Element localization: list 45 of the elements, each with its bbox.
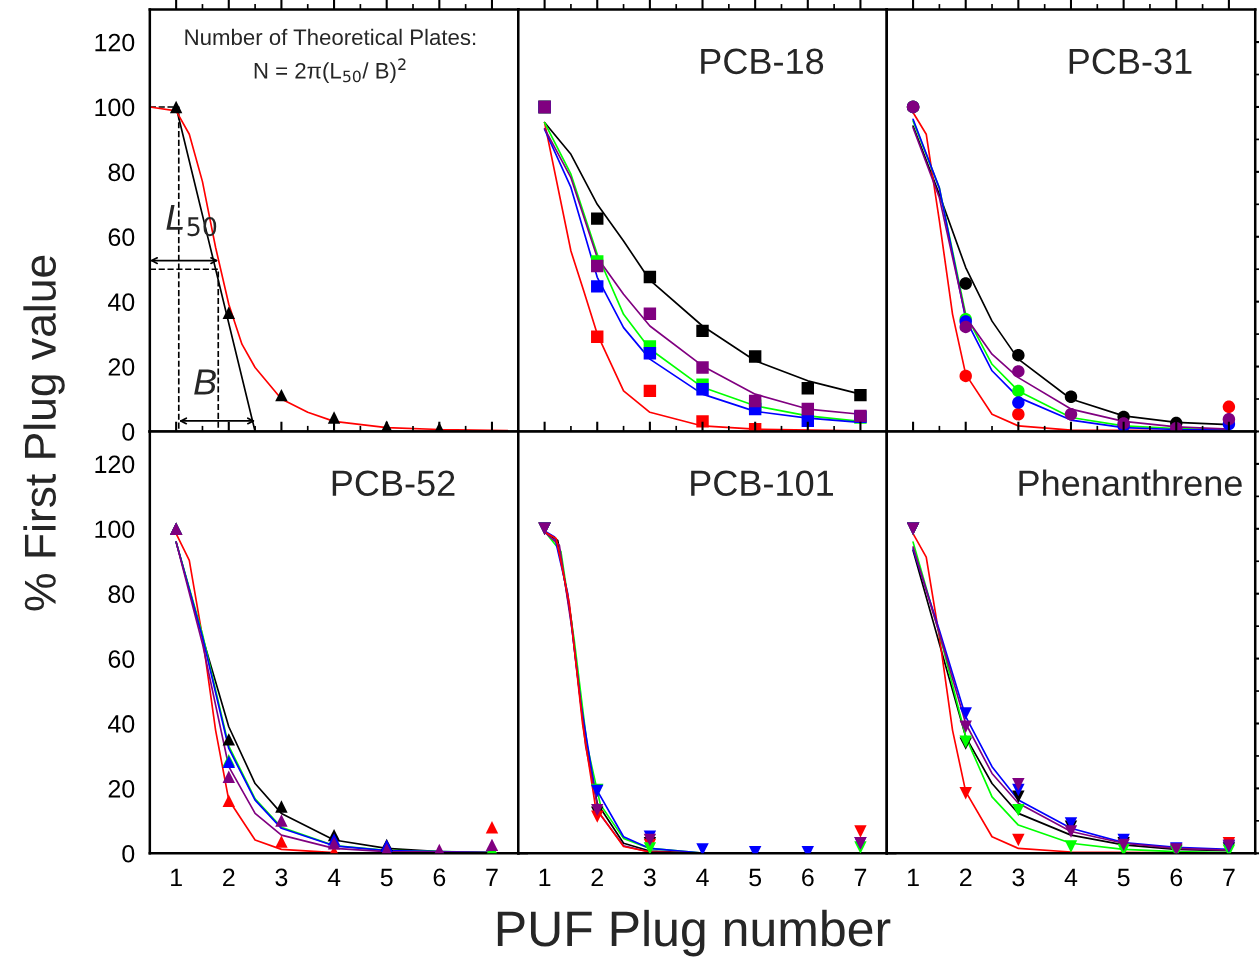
x-tick-label: 1 bbox=[539, 868, 551, 886]
text: PCB-31 bbox=[1069, 48, 1192, 75]
y-tick-label: 40 bbox=[108, 293, 135, 311]
y-tick-label: 0 bbox=[122, 844, 135, 863]
x-tick-label: 3 bbox=[643, 868, 656, 887]
y-tick-label: 20 bbox=[108, 358, 135, 376]
x-tick-label: 5 bbox=[1117, 868, 1130, 887]
x-tick-label: 3 bbox=[275, 868, 288, 887]
x-tick-label: 5 bbox=[749, 868, 762, 887]
x-tick-label: 4 bbox=[696, 868, 709, 886]
x-tick-label: 4 bbox=[1064, 868, 1078, 886]
x-tick-label: 6 bbox=[802, 868, 814, 887]
text: PCB-52 bbox=[332, 470, 455, 496]
annotation: B bbox=[194, 369, 216, 395]
y-tick-label: 20 bbox=[108, 780, 135, 798]
x-tick-label: 6 bbox=[433, 868, 446, 887]
annotation: Number of Theoretical Plates: bbox=[185, 28, 476, 46]
x-tick-label: 2 bbox=[591, 868, 603, 886]
y-tick-label: 40 bbox=[108, 715, 135, 733]
x-tick-label: 7 bbox=[1223, 868, 1235, 886]
x-tick-label: 2 bbox=[223, 868, 235, 886]
y-tick-label: 100 bbox=[95, 520, 135, 539]
x-tick-label: 4 bbox=[327, 868, 341, 886]
y-tick-label: 80 bbox=[108, 585, 135, 604]
x-tick-label: 3 bbox=[1012, 868, 1025, 887]
text: PCB-18 bbox=[701, 48, 824, 75]
y-tick-label: 120 bbox=[95, 33, 135, 52]
text: Phenanthrene bbox=[1019, 469, 1242, 496]
y-tick-label: 80 bbox=[108, 163, 135, 182]
x-tick-label: 7 bbox=[854, 868, 867, 886]
y-tick-label: 120 bbox=[95, 455, 135, 474]
x-tick-label: 6 bbox=[1170, 868, 1183, 887]
x-tick-label: 2 bbox=[960, 868, 972, 886]
text: PCB-101 bbox=[691, 470, 833, 496]
x-tick-label: 7 bbox=[486, 868, 498, 886]
y-tick-label: 100 bbox=[95, 98, 135, 117]
x-tick-label: 1 bbox=[908, 868, 919, 886]
x-axis-title: PUF Plug number bbox=[497, 909, 891, 957]
x-tick-label: 5 bbox=[380, 868, 393, 887]
annotation: N = 2π(L$_{50}$/ B)$^{2}$ bbox=[254, 58, 406, 83]
y-tick-label: 60 bbox=[108, 650, 135, 668]
y-tick-label: 60 bbox=[108, 228, 135, 247]
y-axis-title: % First Plug value bbox=[23, 255, 65, 611]
x-tick-label: 1 bbox=[171, 868, 182, 886]
y-tick-label: 0 bbox=[122, 423, 135, 441]
